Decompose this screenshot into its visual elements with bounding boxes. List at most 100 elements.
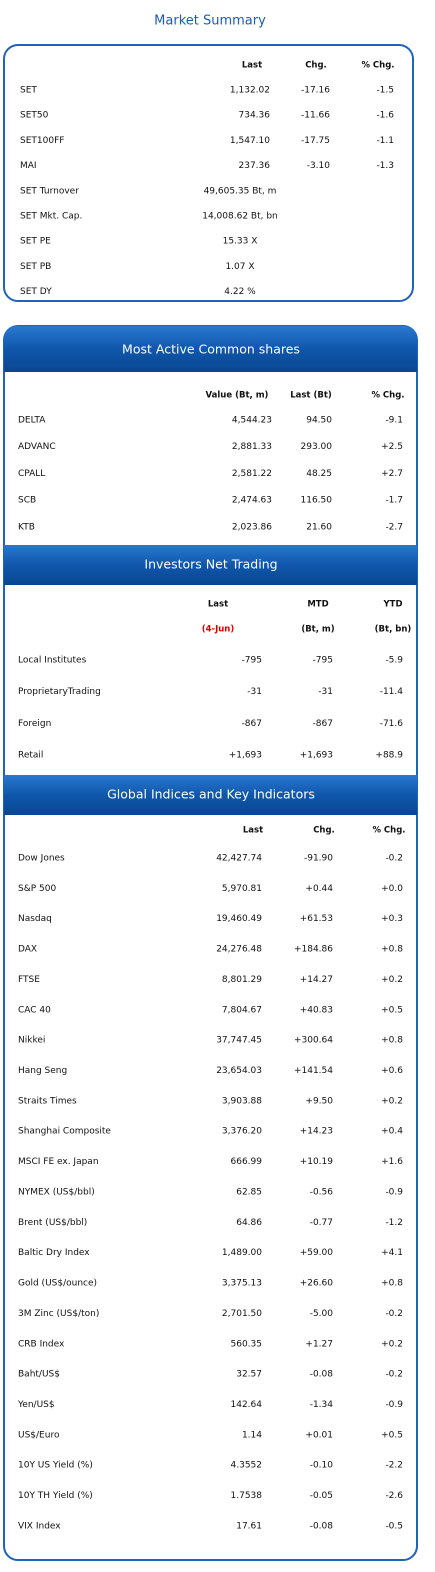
band <box>4 775 417 815</box>
cell: -17.75 <box>301 136 330 146</box>
cell: -0.2 <box>385 1309 403 1319</box>
cell: -2.2 <box>385 1461 403 1471</box>
cell: -795 <box>242 656 262 666</box>
cell: -91.90 <box>304 854 333 864</box>
cell: -11.66 <box>301 111 330 121</box>
cell: 48.25 <box>306 469 332 479</box>
cell: +1.6 <box>381 1157 403 1167</box>
cell: 21.60 <box>306 522 332 532</box>
cell: 293.00 <box>301 442 333 452</box>
row-label: S&P 500 <box>18 884 56 894</box>
cell: -0.2 <box>385 1370 403 1380</box>
row-label: MSCI FE ex. Japan <box>18 1157 99 1167</box>
row-label: Hang Seng <box>18 1066 67 1076</box>
row-label: FTSE <box>18 975 40 985</box>
cell: -1.7 <box>385 496 403 506</box>
cell: +184.86 <box>294 945 333 955</box>
row-label: Brent (US$/bbl) <box>18 1218 87 1228</box>
row-label: US$/Euro <box>18 1430 60 1440</box>
cell: 1,547.10 <box>230 136 270 146</box>
cell: -0.5 <box>385 1521 403 1531</box>
cell: 560.35 <box>231 1339 263 1349</box>
cell: 4,544.23 <box>232 416 272 426</box>
row-label: Gold (US$/ounce) <box>18 1279 97 1289</box>
cell: 237.36 <box>239 161 271 171</box>
cell: +2.7 <box>381 469 403 479</box>
cell: 15.33 X <box>223 237 258 247</box>
cell: 37,747.45 <box>216 1036 262 1046</box>
cell: -31 <box>247 687 262 697</box>
cell: +59.00 <box>300 1248 334 1258</box>
cell: 2,701.50 <box>222 1309 262 1319</box>
cell: 1.7538 <box>231 1491 263 1501</box>
cell: -0.2 <box>385 854 403 864</box>
row-label: CRB Index <box>18 1339 65 1349</box>
column-header: Chg. <box>305 61 327 71</box>
cell: +0.44 <box>305 884 333 894</box>
row-label: 10Y TH Yield (%) <box>18 1491 93 1501</box>
column-header: YTD <box>382 600 402 610</box>
cell: 142.64 <box>231 1400 263 1410</box>
row-label: CAC 40 <box>18 1005 51 1015</box>
cell: -1.6 <box>376 111 394 121</box>
column-header: MTD <box>307 600 328 610</box>
section-title: Investors Net Trading <box>144 557 277 572</box>
row-label: SET50 <box>20 111 49 121</box>
cell: -2.7 <box>385 522 403 532</box>
column-header: Last <box>243 826 263 836</box>
cell: +141.54 <box>294 1066 333 1076</box>
column-subheader: (Bt, bn) <box>375 625 412 635</box>
column-header: Last (Bt) <box>290 391 332 401</box>
row-label: Nasdaq <box>18 914 52 924</box>
cell: 1,132.02 <box>230 86 270 96</box>
cell: -0.77 <box>310 1218 333 1228</box>
cell: +2.5 <box>381 442 403 452</box>
cell: 734.36 <box>239 111 271 121</box>
cell: +300.64 <box>294 1036 333 1046</box>
cell: +0.2 <box>381 1339 403 1349</box>
cell: 1.07 X <box>225 262 254 272</box>
cell: 4.22 % <box>224 287 256 297</box>
cell: 64.86 <box>236 1218 262 1228</box>
cell: +4.1 <box>381 1248 403 1258</box>
cell: +1,693 <box>300 751 333 761</box>
cell: -2.6 <box>385 1491 403 1501</box>
row-label: Baht/US$ <box>18 1370 60 1380</box>
row-label: SET DY <box>20 287 52 297</box>
cell: +0.8 <box>381 1036 403 1046</box>
cell: -1.5 <box>376 86 394 96</box>
cell: 94.50 <box>306 416 332 426</box>
row-label: 10Y US Yield (%) <box>18 1461 93 1471</box>
cell: 7,804.67 <box>222 1005 262 1015</box>
section-title: Global Indices and Key Indicators <box>107 787 315 802</box>
column-header: Last <box>242 61 262 71</box>
row-label: Foreign <box>18 719 51 729</box>
cell: 2,581.22 <box>232 469 272 479</box>
row-label: Baltic Dry Index <box>18 1248 90 1258</box>
cell: -1.2 <box>385 1218 403 1228</box>
cell: 4.3552 <box>231 1461 263 1471</box>
cell: 23,654.03 <box>216 1066 262 1076</box>
cell: 32.57 <box>236 1370 262 1380</box>
cell: +0.5 <box>381 1005 403 1015</box>
column-subheader: (Bt, m) <box>301 625 334 635</box>
cell: -31 <box>318 687 333 697</box>
cell: 3,903.88 <box>222 1096 262 1106</box>
cell: +61.53 <box>300 914 333 924</box>
cell: -867 <box>242 719 262 729</box>
row-label: Yen/US$ <box>17 1400 55 1410</box>
cell: 2,474.63 <box>232 496 272 506</box>
cell: -1.1 <box>376 136 394 146</box>
cell: +88.9 <box>375 751 403 761</box>
row-label: SET Turnover <box>20 186 79 196</box>
row-label: Shanghai Composite <box>18 1127 111 1137</box>
main-box <box>3 325 418 1561</box>
cell: +26.60 <box>300 1279 334 1289</box>
cell: +0.4 <box>381 1127 403 1137</box>
cell: -5.9 <box>385 656 403 666</box>
cell: 14,008.62 Bt, bn <box>202 212 278 222</box>
cell: -795 <box>313 656 333 666</box>
column-header: Last <box>208 600 228 610</box>
cell: +1,693 <box>229 751 262 761</box>
